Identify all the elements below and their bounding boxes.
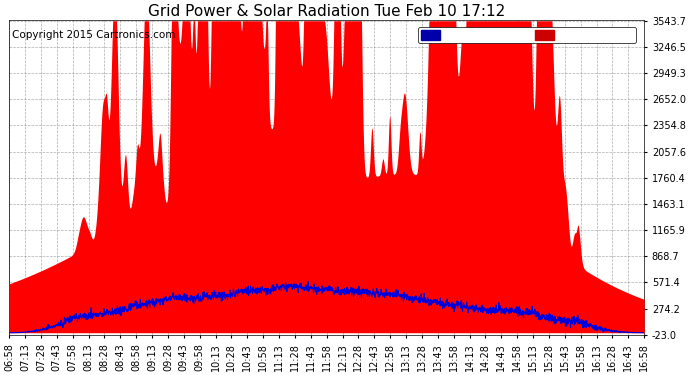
- Legend: Radiation (W/m2), Grid (AC Watts): Radiation (W/m2), Grid (AC Watts): [418, 27, 636, 43]
- Text: Copyright 2015 Cartronics.com: Copyright 2015 Cartronics.com: [12, 30, 176, 40]
- Title: Grid Power & Solar Radiation Tue Feb 10 17:12: Grid Power & Solar Radiation Tue Feb 10 …: [148, 4, 505, 19]
